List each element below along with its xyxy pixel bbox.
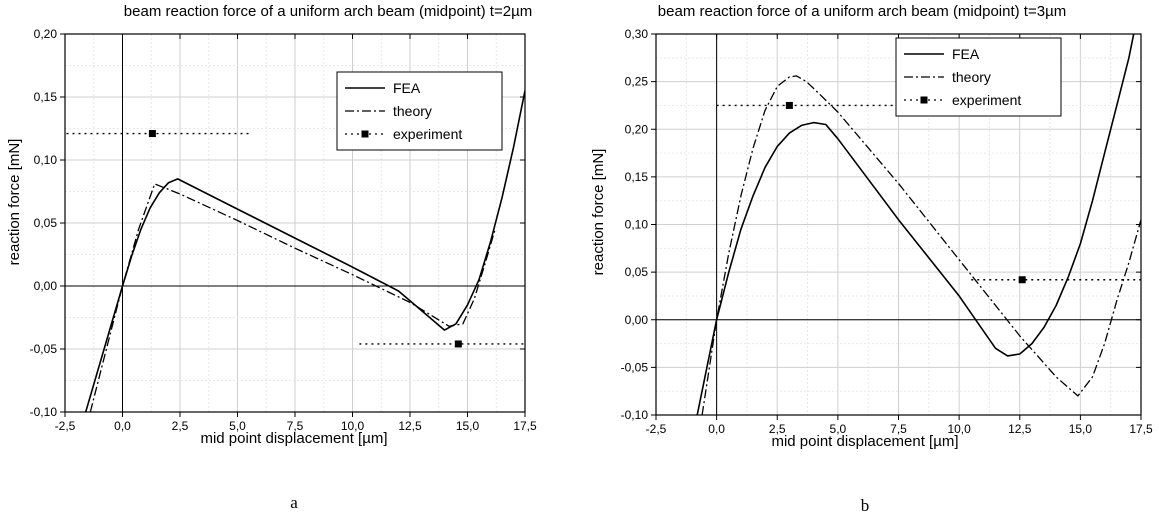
chart-a-y-tick-label: -0,10 bbox=[30, 405, 58, 419]
chart-a-x-tick-label: 7,5 bbox=[287, 419, 304, 433]
chart-b-series-fea-line bbox=[696, 34, 1135, 415]
chart-a-legend: FEA theory experiment bbox=[336, 71, 503, 151]
chart-b-ylabel: reaction force [mN] bbox=[590, 149, 607, 276]
chart-b-title: beam reaction force of a uniform arch be… bbox=[658, 3, 1066, 20]
chart-b-y-tick-label: 0,30 bbox=[625, 27, 649, 41]
chart-a-legend-label-fea: FEA bbox=[393, 80, 421, 96]
chart-a-y-tick-label: 0,00 bbox=[34, 279, 58, 293]
chart-b-y-tick-label: 0,00 bbox=[625, 313, 649, 327]
chart-b-y-tick-label: -0,10 bbox=[621, 408, 649, 422]
chart-a-legend-marker-experiment bbox=[361, 130, 369, 138]
chart-a-x-tick-label: 15,0 bbox=[456, 419, 480, 433]
chart-a-x-tick-label: 5,0 bbox=[229, 419, 246, 433]
chart-a-title: beam reaction force of a uniform arch be… bbox=[124, 3, 532, 20]
chart-b-series-theory-line bbox=[701, 75, 1141, 415]
chart-b-legend-marker-experiment bbox=[920, 96, 928, 104]
chart-b-xlabel: mid point displacement [µm] bbox=[771, 433, 958, 450]
chart-a-y-tick-label: 0,05 bbox=[34, 216, 58, 230]
chart-a-data bbox=[65, 90, 525, 412]
chart-b-x-tick-label: 12,5 bbox=[1008, 422, 1032, 436]
chart-b-x-tick-label: 15,0 bbox=[1069, 422, 1093, 436]
chart-a-y-tick-label: -0,05 bbox=[30, 342, 58, 356]
chart-b-x-tick-label: 7,5 bbox=[890, 422, 907, 436]
chart-b-x-tick-label: 0,0 bbox=[708, 422, 725, 436]
chart-b-x-tick-label: 2,5 bbox=[769, 422, 786, 436]
chart-b-y-tick-label: -0,05 bbox=[621, 360, 649, 374]
chart-b-y-tick-label: 0,25 bbox=[625, 75, 649, 89]
chart-a-x-tick-label: 10,0 bbox=[341, 419, 365, 433]
chart-a-legend-label-theory: theory bbox=[393, 103, 432, 119]
chart-b-y-tick-label: 0,05 bbox=[625, 265, 649, 279]
chart-b: beam reaction force of a uniform arch be… bbox=[590, 3, 1153, 515]
chart-b-y-tick-label: 0,10 bbox=[625, 218, 649, 232]
chart-b-y-tick-label: 0,15 bbox=[625, 170, 649, 184]
chart-a-x-tick-label: 17,5 bbox=[513, 419, 537, 433]
chart-a-y-tick-label: 0,10 bbox=[34, 153, 58, 167]
chart-a-legend-label-experiment: experiment bbox=[393, 126, 462, 142]
chart-a-y-tick-label: 0,15 bbox=[34, 90, 58, 104]
chart-b-legend: FEA theory experiment bbox=[895, 37, 1062, 117]
chart-b-legend-label-theory: theory bbox=[952, 69, 991, 85]
chart-b-x-tick-label: -2,5 bbox=[646, 422, 667, 436]
chart-a-x-tick-label: 2,5 bbox=[172, 419, 189, 433]
chart-b-x-tick-label: 5,0 bbox=[830, 422, 847, 436]
chart-b-legend-label-fea: FEA bbox=[952, 46, 980, 62]
chart-b-legend-label-experiment: experiment bbox=[952, 92, 1021, 108]
chart-a-caption: a bbox=[290, 493, 298, 512]
chart-a-experiment-point bbox=[148, 130, 156, 138]
chart-b-y-tick-label: 0,20 bbox=[625, 122, 649, 136]
chart-b-x-tick-label: 17,5 bbox=[1129, 422, 1153, 436]
chart-b-experiment-point bbox=[1018, 276, 1026, 284]
chart-b-data bbox=[696, 34, 1141, 415]
chart-a-y-tick-label: 0,20 bbox=[34, 27, 58, 41]
chart-a-x-tick-label: 12,5 bbox=[398, 419, 422, 433]
chart-b-caption: b bbox=[861, 496, 870, 515]
chart-a-x-tick-label: 0,0 bbox=[114, 419, 131, 433]
chart-a-x-tick-label: -2,5 bbox=[55, 419, 76, 433]
chart-a: beam reaction force of a uniform arch be… bbox=[6, 3, 537, 512]
chart-b-x-tick-label: 10,0 bbox=[947, 422, 971, 436]
chart-b-experiment-point bbox=[785, 101, 793, 109]
chart-a-ylabel: reaction force [mN] bbox=[6, 139, 23, 266]
chart-a-experiment-point bbox=[454, 340, 462, 348]
chart-a-xlabel: mid point displacement [µm] bbox=[200, 430, 387, 447]
chart-a-series-theory-line bbox=[89, 183, 496, 412]
